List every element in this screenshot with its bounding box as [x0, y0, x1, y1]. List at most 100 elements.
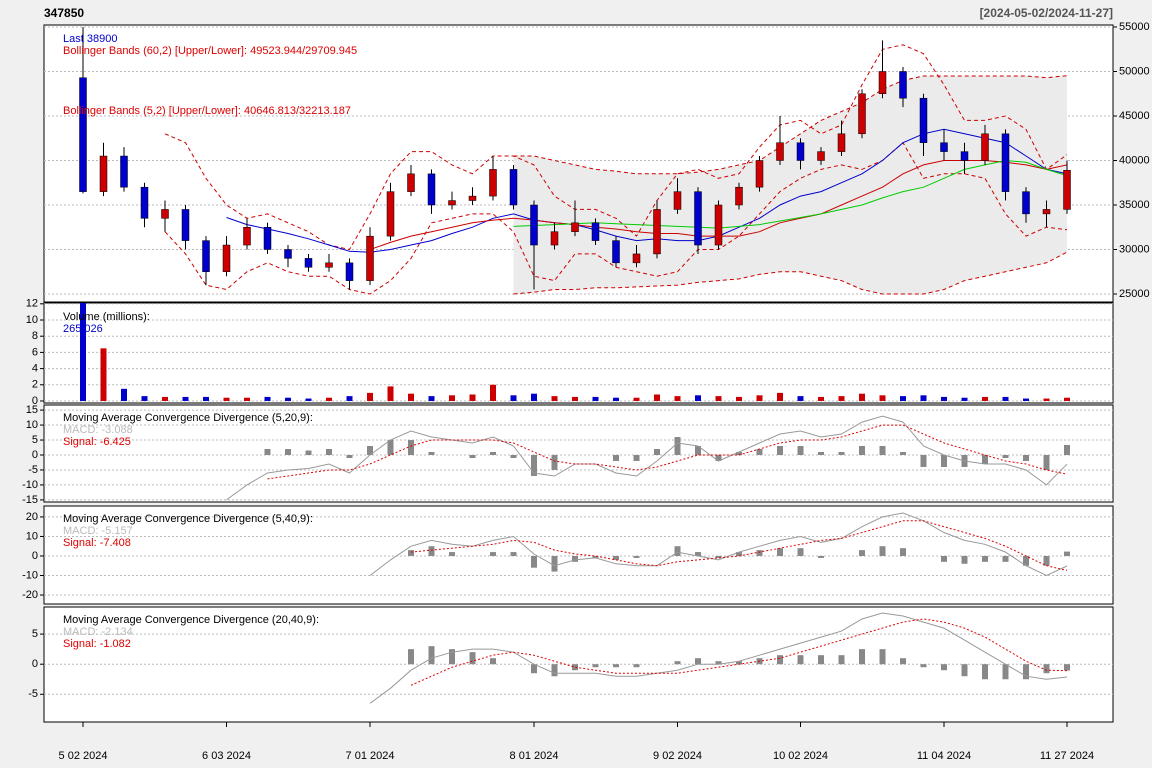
histogram-bar	[1002, 454, 1009, 458]
volume-bar	[387, 386, 394, 401]
candle-body	[612, 240, 620, 264]
histogram-bar	[982, 454, 988, 464]
y-tick-label: 0	[32, 550, 38, 562]
macd-label: MACD: -2.134	[63, 626, 133, 638]
volume-bar	[1023, 398, 1029, 401]
volume-bar	[900, 396, 906, 401]
histogram-bar	[777, 548, 783, 556]
histogram-bar	[469, 454, 476, 458]
histogram-bar	[674, 546, 681, 556]
volume-bar	[510, 395, 517, 401]
candle-body	[79, 77, 87, 192]
volume-bar	[80, 303, 86, 401]
candle-body	[878, 71, 887, 94]
candle-body	[981, 133, 989, 161]
candle-body	[1022, 191, 1030, 215]
histogram-bar	[736, 452, 742, 455]
histogram-bar	[941, 454, 947, 467]
y-tick-label: -10	[22, 479, 38, 491]
candle-body	[837, 133, 846, 152]
signal-label: Signal: -6.425	[63, 436, 131, 448]
histogram-bar	[818, 452, 824, 455]
panel-marks	[44, 303, 1113, 402]
histogram-bar	[1064, 551, 1070, 556]
volume-bar	[613, 397, 619, 401]
macd-label: MACD: -5.157	[63, 525, 133, 537]
histogram-bar	[592, 664, 599, 668]
volume-bar	[121, 388, 127, 401]
y-tick-label: 50000	[1119, 65, 1150, 77]
macd-line	[226, 415, 1068, 501]
histogram-bar	[982, 664, 988, 680]
histogram-bar	[490, 658, 496, 665]
histogram-bar	[900, 548, 906, 556]
histogram-bar	[859, 550, 865, 556]
histogram-bar	[572, 555, 578, 562]
histogram-bar	[838, 452, 845, 455]
histogram-bar	[797, 548, 804, 556]
y-tick-label: 6	[32, 346, 38, 358]
histogram-bar	[1043, 555, 1050, 566]
histogram-bar	[1064, 664, 1070, 671]
histogram-bar	[613, 664, 619, 668]
candle-body	[817, 151, 825, 161]
band-lower	[164, 141, 1068, 295]
histogram-bar	[490, 552, 496, 556]
histogram-bar	[305, 450, 312, 455]
y-tick-label: 25000	[1119, 288, 1150, 300]
y-tick-label: 45000	[1119, 110, 1150, 122]
volume-bar	[674, 396, 681, 401]
candle-body	[222, 244, 231, 272]
signal-line	[410, 618, 1068, 686]
volume-bar	[572, 396, 578, 401]
y-tick-label: -5	[28, 688, 38, 700]
candle-body	[181, 209, 190, 241]
signal-line	[267, 424, 1068, 480]
y-tick-label: 10	[26, 314, 38, 326]
volume-bar	[633, 397, 640, 401]
volume-bar	[859, 393, 865, 401]
candle-body	[899, 71, 907, 99]
histogram-bar	[756, 449, 763, 455]
chart-title: 347850	[44, 6, 84, 20]
volume-bar	[982, 396, 988, 401]
histogram-bar	[490, 452, 496, 455]
y-tick-label: 0	[32, 449, 38, 461]
panel-marks	[44, 612, 1113, 704]
candle-body	[140, 186, 149, 219]
histogram-bar	[859, 649, 865, 665]
x-tick-label: 6 03 2024	[202, 750, 251, 762]
band-upper	[513, 75, 1068, 175]
histogram-bar	[346, 454, 353, 458]
y-tick-label: -10	[22, 569, 38, 581]
volume-bar	[756, 395, 763, 401]
volume-bar	[305, 398, 312, 401]
candle-body	[161, 209, 169, 219]
y-tick-label: 5	[32, 434, 38, 446]
histogram-bar	[531, 664, 537, 674]
histogram-bar	[449, 649, 455, 665]
y-tick-label: 10	[26, 530, 38, 542]
x-tick-label: 8 01 2024	[510, 750, 559, 762]
volume-bar	[326, 397, 332, 401]
y-tick-label: 2	[32, 379, 38, 391]
macd-line	[369, 512, 1068, 577]
candle-body	[858, 93, 866, 135]
candle-body	[796, 142, 805, 161]
x-tick-label: 7 01 2024	[346, 750, 395, 762]
candle-body	[530, 204, 538, 246]
candle-body	[571, 222, 579, 232]
histogram-bar	[633, 454, 640, 461]
histogram-bar	[961, 664, 968, 677]
volume-bar	[244, 397, 250, 401]
y-tick-label: 0	[32, 395, 38, 407]
candle-body	[714, 204, 723, 246]
volume-bar	[797, 396, 804, 401]
histogram-bar	[818, 555, 824, 558]
signal-label: Signal: -1.082	[63, 638, 131, 650]
candle-body	[735, 186, 743, 206]
volume-bar	[223, 397, 230, 401]
volume-bar	[203, 396, 209, 401]
y-tick-label: 20	[26, 511, 38, 523]
